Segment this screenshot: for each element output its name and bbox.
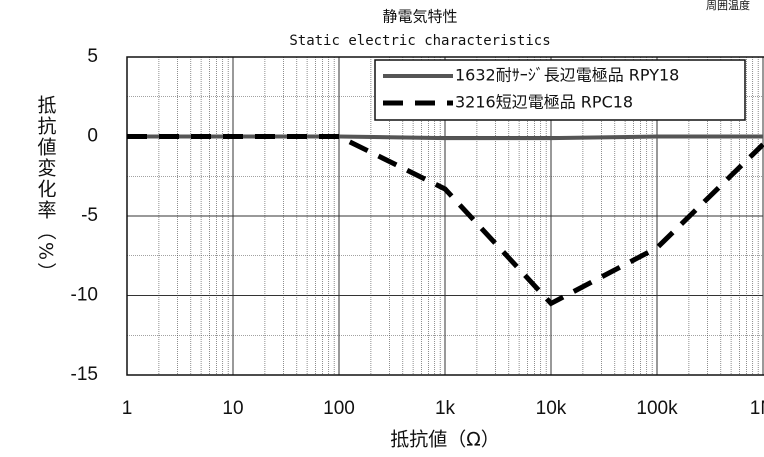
x-axis-label: 抵抗値（Ω） bbox=[390, 429, 500, 451]
y-tick-label: -5 bbox=[81, 205, 98, 226]
y-tick-label: 5 bbox=[87, 46, 98, 67]
y-tick-label: -15 bbox=[71, 364, 98, 385]
legend-box bbox=[374, 59, 746, 121]
y-axis-label: 抵抗値変化率（%） bbox=[35, 95, 57, 283]
x-tick-label: 100k bbox=[636, 398, 678, 419]
x-tick-label: 10 bbox=[222, 398, 243, 419]
series-line bbox=[127, 134, 764, 307]
x-tick-label: 10k bbox=[536, 398, 567, 419]
x-tick-label: 1M bbox=[750, 398, 764, 419]
series-line bbox=[127, 134, 763, 141]
x-tick-label: 100 bbox=[323, 398, 355, 419]
chart-subtitle: Static electric characteristics bbox=[289, 33, 550, 49]
x-tick-label: 1k bbox=[435, 398, 456, 419]
y-tick-label: -10 bbox=[71, 285, 98, 306]
x-tick-label: 1 bbox=[122, 398, 133, 419]
corner-note: 周囲温度 bbox=[706, 0, 750, 12]
legend-label: 3216短辺電極品 RPC18 bbox=[455, 93, 633, 112]
plot-frame bbox=[126, 56, 764, 376]
legend-label: 1632耐ｻｰｼﾞ長辺電極品 RPY18 bbox=[455, 66, 679, 85]
chart-title: 静電気特性 bbox=[382, 8, 457, 26]
y-tick-label: 0 bbox=[87, 126, 98, 147]
